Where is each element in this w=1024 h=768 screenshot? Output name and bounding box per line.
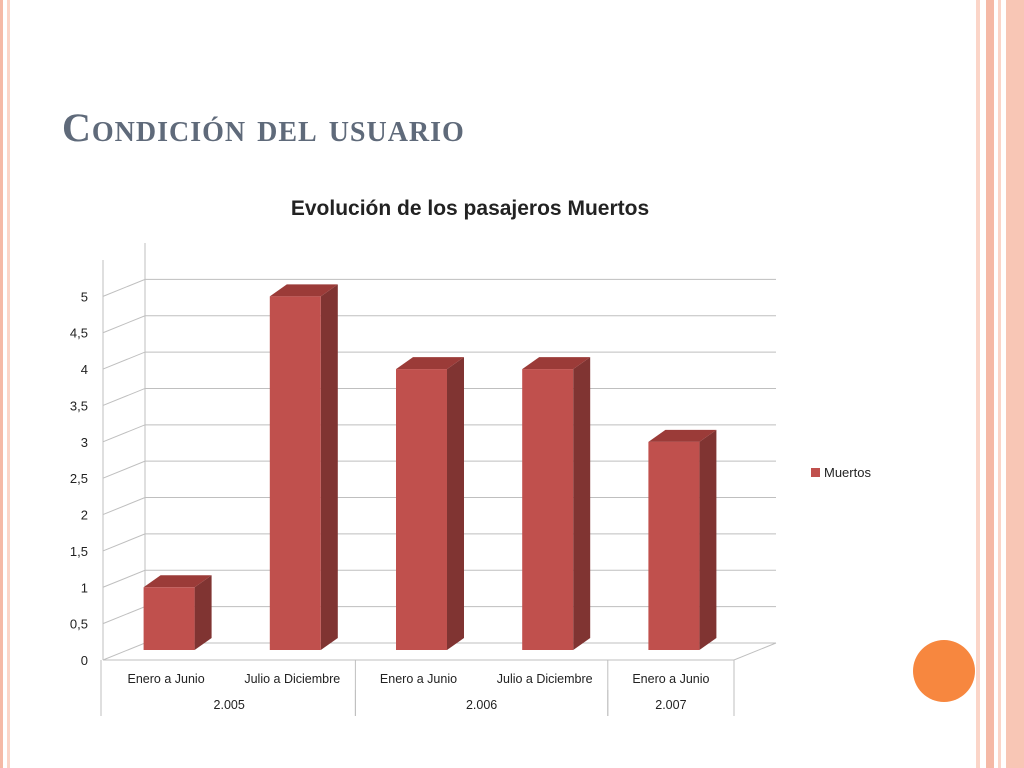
bar-side [194,575,212,650]
y-tick-label: 4,5 [70,326,88,341]
gridline [102,351,776,370]
x-tick-label: Enero a Junio [380,672,457,686]
bar-side [320,284,338,650]
bar-side [447,357,464,650]
bar-front [143,587,195,650]
legend-label: Muertos [824,465,871,480]
bar [396,357,464,650]
x-group-label: 2.007 [655,698,686,712]
bar-top [522,357,591,370]
bars [143,284,717,650]
y-tick-label: 0 [81,653,88,668]
bar [143,575,212,650]
x-tick-label: Enero a Junio [632,672,709,686]
gridline [102,315,776,334]
y-tick-label: 0,5 [70,617,88,632]
y-tick-label: 3 [81,435,88,450]
legend-swatch [811,468,820,477]
y-tick-label: 1,5 [70,544,88,559]
legend: Muertos [811,465,871,480]
x-tick-label: Enero a Junio [128,672,205,686]
bar-top [396,357,464,370]
decor-stripe [986,0,994,768]
y-tick-label: 5 [81,289,88,304]
x-group-label: 2.006 [466,698,497,712]
bar-top [143,575,212,588]
gridline [102,278,776,297]
x-tick-label: Julio a Diciembre [244,672,340,686]
x-axis: Enero a Junio Julio a Diciembre Enero a Ju… [100,660,735,716]
decor-stripe [7,0,10,768]
bar-top [269,284,338,297]
bar [269,284,338,650]
bar-side [573,357,591,650]
y-tick-label: 1 [81,580,88,595]
bar-front [522,369,574,650]
bar [522,357,591,650]
slide-title: Condición del usuario [62,105,465,150]
x-tick-label: Julio a Diciembre [497,672,593,686]
bar-front [396,369,447,650]
chart-title: Evolución de los pasajeros Muertos [291,197,649,220]
y-tick-label: 2,5 [70,471,88,486]
x-group-label: 2.005 [214,698,245,712]
y-tick-label: 3,5 [70,398,88,413]
bar-side [699,429,717,650]
decor-stripe [976,0,980,768]
orange-circle-decor [913,640,975,702]
y-tick-label: 4 [81,362,88,377]
bar-top [648,429,717,442]
y-axis-ticks: 0 0,5 1 1,5 2 2,5 3 3,5 4 4,5 5 [70,289,88,668]
decor-stripe [1006,0,1024,768]
bar-front [648,441,700,650]
decor-stripe [0,0,3,768]
y-tick-label: 2 [81,508,88,523]
bar [648,429,717,650]
decor-stripe [998,0,1001,768]
bar-front [269,296,321,650]
